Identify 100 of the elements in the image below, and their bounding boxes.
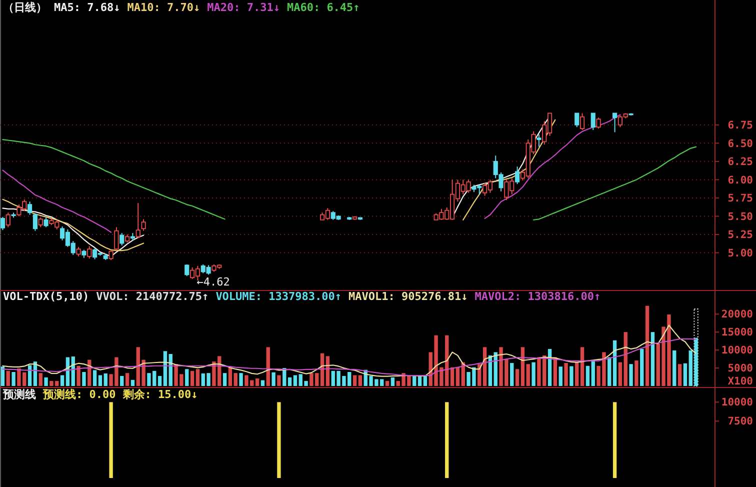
bar bbox=[423, 376, 428, 386]
chart-title: VOL-TDX(5,10) bbox=[3, 290, 90, 303]
bar bbox=[12, 372, 16, 386]
chart-title: （日线） bbox=[3, 1, 47, 14]
bar bbox=[234, 373, 238, 386]
bar bbox=[260, 380, 265, 386]
y-tick-label: 6.25 bbox=[728, 156, 753, 168]
bar bbox=[526, 364, 530, 386]
candlestick bbox=[28, 201, 32, 216]
bar bbox=[185, 369, 189, 386]
bar bbox=[634, 360, 638, 386]
candlestick bbox=[612, 112, 618, 133]
y-tick-label: 6.00 bbox=[728, 174, 753, 186]
bar bbox=[82, 372, 86, 386]
y-tick-label: 6.50 bbox=[728, 138, 753, 150]
text: VVOL: 2140772.75↑ bbox=[96, 290, 209, 303]
series-label: 预测线: 0.00 bbox=[42, 388, 116, 401]
annotation: ←4.62 bbox=[196, 276, 230, 289]
bar bbox=[288, 377, 292, 386]
bar bbox=[564, 362, 568, 386]
bar bbox=[672, 350, 676, 386]
bar bbox=[92, 370, 97, 386]
bar bbox=[640, 348, 644, 386]
candlestick bbox=[76, 246, 81, 257]
bar bbox=[196, 369, 200, 386]
bar bbox=[520, 347, 525, 386]
bar bbox=[222, 373, 227, 386]
candlestick bbox=[136, 202, 140, 239]
candlestick bbox=[0, 216, 5, 231]
candlestick bbox=[536, 134, 542, 148]
text: MA10: 7.70↓ bbox=[127, 1, 200, 14]
y-tick-label: 5.50 bbox=[728, 210, 753, 223]
text: VOLUME: 1337983.00↑ bbox=[216, 290, 342, 303]
bar bbox=[575, 362, 579, 386]
bar bbox=[608, 357, 612, 386]
bar bbox=[38, 373, 42, 386]
bar bbox=[586, 366, 590, 386]
bar bbox=[412, 376, 416, 386]
text: MAVOL2: 1303816.00↑ bbox=[474, 290, 601, 303]
chart-title: 预测线 bbox=[2, 388, 36, 401]
bar bbox=[125, 373, 130, 386]
bar bbox=[28, 365, 32, 386]
bar bbox=[277, 375, 281, 386]
candlestick bbox=[38, 217, 43, 228]
candlestick bbox=[515, 166, 520, 185]
bar bbox=[618, 362, 622, 386]
y-tick-label: 5.25 bbox=[728, 229, 753, 242]
bar bbox=[694, 308, 698, 386]
bar bbox=[591, 360, 595, 386]
bar bbox=[239, 373, 243, 386]
annotation: 剩余: 15.00↓ bbox=[122, 388, 198, 401]
bar bbox=[76, 366, 80, 386]
y-tick-label: 6.75 bbox=[728, 120, 753, 132]
bar bbox=[558, 366, 562, 386]
bar bbox=[683, 363, 688, 386]
candlestick bbox=[44, 217, 48, 228]
candlestick bbox=[108, 249, 114, 261]
candlestick bbox=[32, 212, 38, 232]
line-series bbox=[2, 338, 697, 376]
candlestick bbox=[580, 112, 585, 131]
y-tick-label: 5000 bbox=[728, 362, 753, 375]
bar bbox=[352, 375, 357, 386]
bar bbox=[293, 375, 298, 386]
bar bbox=[385, 380, 390, 386]
bar bbox=[104, 373, 108, 386]
bar bbox=[98, 375, 102, 386]
bar bbox=[580, 347, 584, 386]
candlestick bbox=[596, 117, 601, 130]
bar bbox=[0, 366, 5, 386]
text: MA5: 7.68↓ bbox=[54, 1, 120, 14]
bar bbox=[228, 367, 232, 386]
bar bbox=[678, 364, 682, 386]
bar bbox=[255, 378, 260, 386]
bar bbox=[456, 367, 460, 386]
y-tick-label: 10000 bbox=[721, 396, 753, 409]
bar bbox=[510, 362, 514, 386]
bar bbox=[418, 376, 422, 386]
bar bbox=[570, 366, 574, 386]
bar bbox=[266, 347, 270, 386]
bar bbox=[629, 364, 633, 386]
bar bbox=[120, 376, 124, 386]
text: MA60: 6.45↑ bbox=[286, 1, 360, 14]
candlestick bbox=[120, 232, 124, 246]
y-tick-label: 5.75 bbox=[728, 192, 753, 205]
bar bbox=[130, 380, 135, 386]
bar bbox=[624, 332, 628, 386]
line-series bbox=[2, 324, 697, 377]
candlestick bbox=[574, 112, 580, 128]
y-axis-title: X100 bbox=[728, 376, 753, 388]
bar bbox=[358, 375, 362, 386]
bar bbox=[158, 376, 162, 386]
bar bbox=[44, 377, 48, 386]
bar bbox=[650, 332, 655, 386]
bar bbox=[60, 375, 64, 386]
bar bbox=[532, 362, 536, 386]
y-tick-label: 10000 bbox=[721, 344, 753, 357]
text: MA20: 7.31↓ bbox=[207, 1, 280, 14]
bar bbox=[645, 306, 650, 386]
text: MAVOL1: 905276.81↓ bbox=[348, 290, 468, 303]
bar bbox=[612, 340, 617, 386]
